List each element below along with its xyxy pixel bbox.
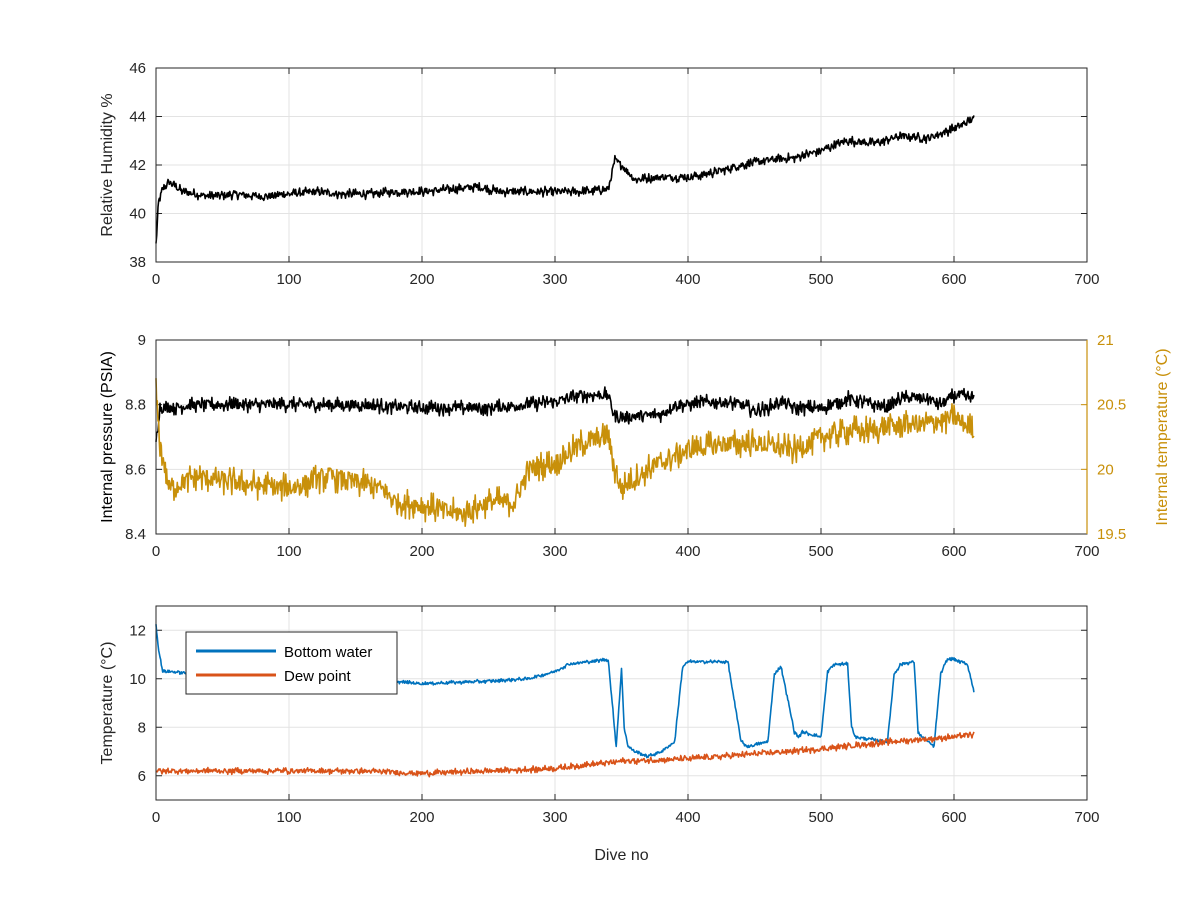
x-tick-label: 0 (152, 543, 160, 560)
x-tick-label: 600 (941, 271, 966, 288)
x-tick-label: 300 (542, 543, 567, 560)
subplot-2: 0 100 200 300 400 500 600 700 8.4 8.6 8.8 9 19.5 20 20… (99, 332, 1171, 560)
y-axis-label: Internal pressure (PSIA) (99, 351, 116, 523)
y-right-tick-label: 20 (1097, 461, 1114, 478)
x-tick-label: 300 (542, 809, 567, 826)
x-tick-label: 100 (276, 809, 301, 826)
x-tick-label: 0 (152, 271, 160, 288)
y-tick-label: 40 (129, 206, 146, 223)
legend-box (185, 631, 398, 695)
x-tick-label: 700 (1074, 809, 1099, 826)
x-tick-label: 600 (941, 809, 966, 826)
x-tick-label: 400 (675, 809, 700, 826)
x-tick-label: 200 (409, 809, 434, 826)
y-axis-label: Relative Humidity % (99, 93, 116, 236)
plot-area (156, 340, 1087, 534)
axes-box (155, 605, 1088, 801)
y-tick-label: 46 (129, 60, 146, 77)
x-tick-label: 500 (808, 543, 833, 560)
legend-entry: Bottom water (284, 644, 372, 661)
axes-box (155, 67, 1088, 263)
y-tick-label: 9 (138, 332, 146, 349)
y-tick-label: 8.8 (125, 397, 146, 414)
x-tick-label: 200 (409, 543, 434, 560)
y-axis-label: Temperature (°C) (99, 642, 116, 765)
y-tick-label: 10 (129, 671, 146, 688)
x-tick-label: 700 (1074, 271, 1099, 288)
y-tick-label: 8 (138, 719, 146, 736)
x-tick-label: 300 (542, 271, 567, 288)
y-right-tick-label: 19.5 (1097, 526, 1126, 543)
x-tick-label: 0 (152, 809, 160, 826)
legend: Bottom water Dew point (185, 631, 398, 695)
x-tick-label: 400 (675, 271, 700, 288)
y-tick-label: 6 (138, 768, 146, 785)
x-tick-label: 500 (808, 271, 833, 288)
legend-entry: Dew point (284, 668, 352, 685)
x-tick-label: 700 (1074, 543, 1099, 560)
x-tick-label: 100 (276, 543, 301, 560)
series-line-2-2 (155, 378, 975, 528)
y-tick-label: 42 (129, 157, 146, 174)
x-axis-label: Dive no (594, 847, 648, 864)
x-tick-label: 500 (808, 809, 833, 826)
series-line-1-1 (155, 115, 975, 244)
subplot-1: 0 100 200 300 400 500 600 700 38 40 42 44 46 Relative… (99, 60, 1100, 288)
subplot-3: 0 100 200 300 400 500 600 700 6 8 10 12 Temperature … (99, 605, 1100, 864)
x-tick-label: 400 (675, 543, 700, 560)
x-tick-label: 100 (276, 271, 301, 288)
series-line-2-1 (155, 386, 975, 442)
y-tick-label: 44 (129, 109, 146, 126)
y-tick-label: 12 (129, 622, 146, 639)
x-tick-label: 200 (409, 271, 434, 288)
y-right-tick-label: 21 (1097, 332, 1114, 349)
y-tick-label: 38 (129, 254, 146, 271)
y-tick-label: 8.4 (125, 526, 146, 543)
y-tick-label: 8.6 (125, 461, 146, 478)
y-right-axis-label: Internal temperature (°C) (1154, 348, 1171, 525)
x-tick-label: 600 (941, 543, 966, 560)
y-right-tick-label: 20.5 (1097, 397, 1126, 414)
series-line-dew-point (155, 731, 975, 778)
